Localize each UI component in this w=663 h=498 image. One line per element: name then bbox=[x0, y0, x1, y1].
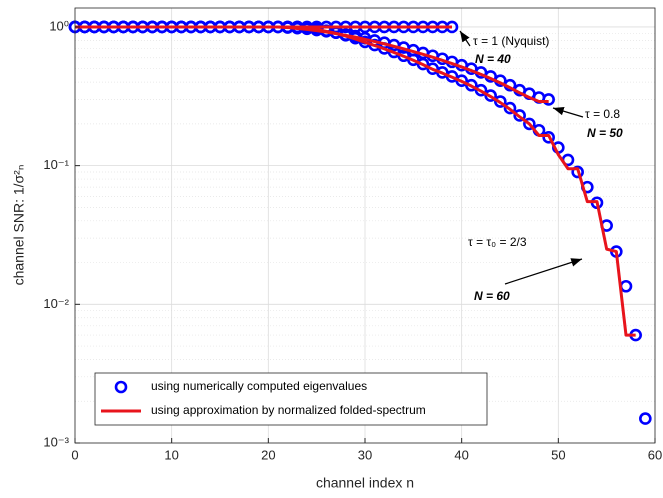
y-tick-label: 10⁻² bbox=[43, 296, 69, 311]
annotation-note: N = 60 bbox=[474, 289, 510, 303]
x-tick-label: 30 bbox=[358, 447, 372, 462]
annotation-label: τ = τ₀ = 2/3 bbox=[468, 235, 527, 249]
data-point bbox=[503, 101, 517, 115]
data-point bbox=[513, 109, 526, 122]
y-tick-label: 10⁻³ bbox=[43, 434, 69, 449]
legend-marker bbox=[114, 380, 128, 394]
data-point bbox=[523, 117, 536, 131]
data-point bbox=[542, 131, 555, 144]
x-tick-label: 20 bbox=[261, 447, 275, 462]
y-axis-label: channel SNR: 1/σ²ₙ bbox=[11, 165, 27, 286]
data-point bbox=[571, 165, 584, 179]
x-tick-label: 0 bbox=[71, 447, 78, 462]
data-point bbox=[484, 89, 497, 102]
x-tick-label: 50 bbox=[551, 447, 565, 462]
data-point bbox=[474, 83, 488, 97]
annotation-label: τ = 0.8 bbox=[585, 107, 620, 121]
legend-label: using numerically computed eigenvalues bbox=[151, 379, 367, 393]
annotation-note: N = 40 bbox=[475, 52, 511, 66]
data-point bbox=[494, 95, 507, 108]
data-point bbox=[416, 57, 430, 71]
annotation-label: τ = 1 (Nyquist) bbox=[473, 34, 549, 48]
annotation-arrow bbox=[552, 106, 584, 118]
annotation-arrow bbox=[504, 258, 583, 285]
y-tick-label: 10⁰ bbox=[49, 18, 69, 33]
data-point bbox=[542, 93, 555, 106]
y-tick-label: 10⁻¹ bbox=[43, 157, 69, 172]
annotation-note: N = 50 bbox=[587, 126, 623, 140]
data-point bbox=[639, 412, 652, 425]
x-tick-label: 60 bbox=[648, 447, 662, 462]
series-line bbox=[75, 25, 636, 337]
legend-label: using approximation by normalized folded… bbox=[151, 403, 426, 417]
legend-box bbox=[94, 372, 488, 426]
x-axis-label: channel index n bbox=[316, 475, 414, 491]
x-tick-label: 40 bbox=[454, 447, 468, 462]
annotation-arrow bbox=[459, 30, 471, 47]
x-tick-label: 10 bbox=[164, 447, 178, 462]
